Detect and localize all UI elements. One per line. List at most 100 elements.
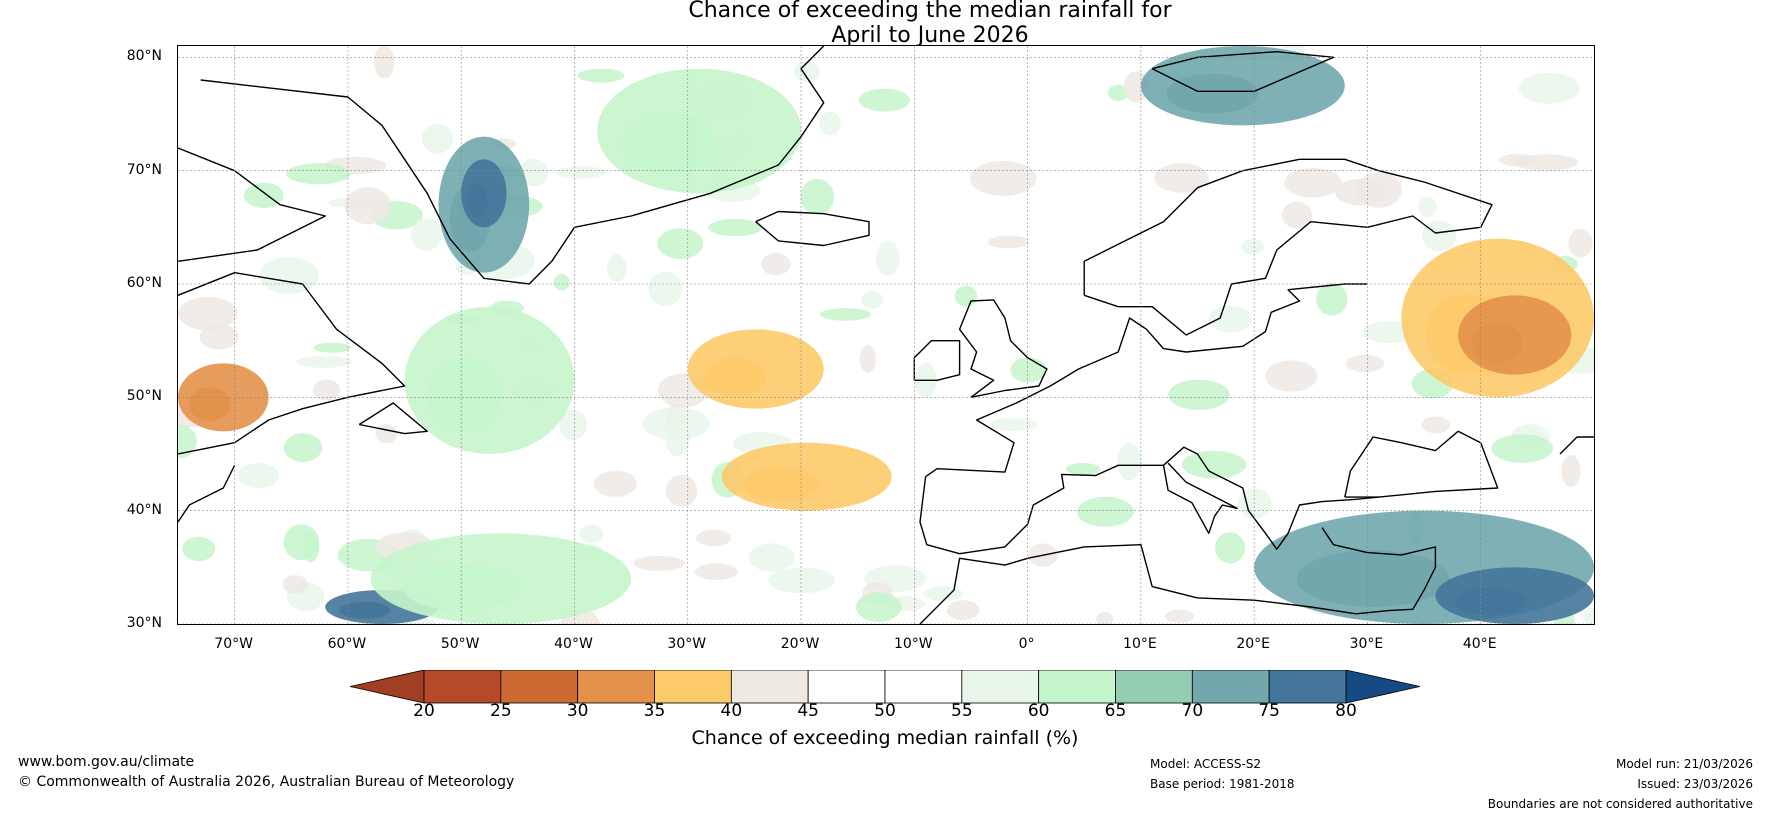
near-normal-patch xyxy=(375,424,398,444)
near-normal-patch xyxy=(970,160,1037,196)
near-normal-patch xyxy=(1154,163,1209,193)
near-normal-patch xyxy=(1107,84,1129,101)
colorbar-tick-label: 70 xyxy=(1181,701,1204,721)
near-normal-patch xyxy=(182,536,216,561)
near-normal-patch xyxy=(519,158,549,186)
colorbar-tick-label: 75 xyxy=(1258,701,1280,721)
longitude-label: 60°W xyxy=(327,636,367,652)
colorbar-tick-label: 45 xyxy=(797,701,819,721)
colorbar-over-arrow xyxy=(1345,670,1420,704)
near-normal-patch xyxy=(374,46,395,79)
near-normal-patch xyxy=(178,424,197,459)
colorbar-swatch xyxy=(1115,670,1193,704)
colorbar-tick-label: 20 xyxy=(413,701,435,721)
colorbar-tick-label: 65 xyxy=(1104,701,1127,721)
near-normal-patch xyxy=(819,308,872,321)
colorbar-swatch xyxy=(577,670,655,704)
near-normal-patch xyxy=(410,218,443,251)
near-normal-patch xyxy=(987,235,1030,249)
anomaly-newfoundland-south-lobe xyxy=(189,387,231,422)
near-normal-patch xyxy=(876,240,900,276)
colorbar-swatch xyxy=(1191,670,1270,704)
near-normal-patch xyxy=(312,379,341,401)
near-normal-patch xyxy=(665,474,698,507)
near-normal-patch xyxy=(237,463,280,489)
near-normal-patch xyxy=(1518,72,1580,104)
anomaly-eastern-med-lobe xyxy=(1296,550,1450,607)
us-east-coastline xyxy=(178,464,236,523)
iceland-coastline xyxy=(755,210,870,247)
near-normal-patch xyxy=(819,111,841,136)
colorbar-tick-label: 50 xyxy=(874,701,896,721)
anomaly-mid-atlantic-lobe xyxy=(704,357,766,397)
near-normal-patch xyxy=(1181,450,1247,479)
near-normal-patch xyxy=(178,296,238,331)
near-normal-patch xyxy=(859,345,876,373)
near-normal-patch xyxy=(259,257,319,294)
longitude-label: 0° xyxy=(1018,636,1035,652)
near-normal-patch xyxy=(283,433,323,462)
near-normal-patch xyxy=(794,60,820,83)
colorbar-tick-label: 30 xyxy=(566,701,589,721)
near-normal-patch xyxy=(1421,416,1451,434)
anomaly-atlantic-azores-lobe xyxy=(742,466,820,501)
latitude-label: 30°N xyxy=(126,615,162,631)
anomaly-greenland-coast-lobe xyxy=(466,183,488,218)
anomaly-east-med-core-lobe xyxy=(1455,587,1527,616)
title-line-2: April to June 2026 xyxy=(831,23,1029,48)
near-normal-patch xyxy=(800,178,834,215)
anomaly-svalbard-lobe xyxy=(1166,73,1259,114)
near-normal-patch xyxy=(1513,154,1579,171)
near-normal-patch xyxy=(923,586,964,601)
baffin-coastline xyxy=(178,147,326,262)
near-normal-patch xyxy=(593,470,637,497)
longitude-label: 10°W xyxy=(893,636,933,652)
longitude-label: 30°W xyxy=(667,636,707,652)
colorbar-swatch xyxy=(654,670,732,704)
near-normal-patch xyxy=(1010,357,1046,383)
near-normal-patch xyxy=(768,567,835,594)
colorbar-tick-label: 40 xyxy=(720,701,743,721)
near-normal-patch xyxy=(607,254,627,282)
rainfall-map xyxy=(177,45,1595,625)
near-normal-patch xyxy=(1421,220,1457,252)
colorbar-tick-label: 35 xyxy=(643,701,666,721)
colorbar-tick-label: 55 xyxy=(951,701,973,721)
near-normal-patch xyxy=(1117,442,1142,481)
longitude-label: 40°E xyxy=(1462,636,1497,652)
near-normal-patch xyxy=(577,68,625,83)
near-normal-patch xyxy=(1583,607,1594,624)
black-sea-coastline xyxy=(1344,430,1499,498)
anomaly-russia-core-lobe xyxy=(1472,323,1524,363)
near-normal-patch xyxy=(861,291,884,309)
boundaries-disclaimer: Boundaries are not considered authoritat… xyxy=(1487,797,1753,811)
near-normal-patch xyxy=(1345,354,1385,373)
near-normal-patch xyxy=(579,524,603,543)
near-normal-patch xyxy=(694,563,738,580)
europe-coastline xyxy=(925,283,1368,478)
colorbar-tick-label: 60 xyxy=(1027,701,1050,721)
longitude-label: 70°W xyxy=(214,636,253,652)
britain-coastline xyxy=(958,299,1048,398)
near-normal-patch xyxy=(1281,201,1313,229)
title-line-1: Chance of exceeding the median rainfall … xyxy=(688,0,1172,23)
website-link[interactable]: www.bom.gov.au/climate xyxy=(18,754,195,770)
near-normal-patch xyxy=(344,187,392,225)
near-normal-patch xyxy=(989,418,1039,431)
near-normal-patch xyxy=(1334,178,1387,206)
near-normal-patch xyxy=(1561,455,1581,487)
anomaly-west-atlantic-south-lobe xyxy=(339,601,391,619)
near-normal-patch xyxy=(313,342,352,353)
colorbar-label: Chance of exceeding median rainfall (%) xyxy=(691,727,1079,749)
colorbar-swatch xyxy=(500,670,579,704)
near-normal-patch xyxy=(648,271,682,306)
colorbar-swatch xyxy=(884,670,963,704)
colorbar-swatch xyxy=(961,670,1040,704)
near-normal-patch xyxy=(696,529,731,547)
near-normal-patch xyxy=(1076,496,1134,527)
issued-date: Issued: 23/03/2026 xyxy=(1637,777,1753,791)
model-name: Model: ACCESS-S2 xyxy=(1150,757,1262,771)
near-normal-patch xyxy=(243,182,284,209)
colorbar xyxy=(350,670,1420,704)
latitude-label: 40°N xyxy=(126,501,162,518)
